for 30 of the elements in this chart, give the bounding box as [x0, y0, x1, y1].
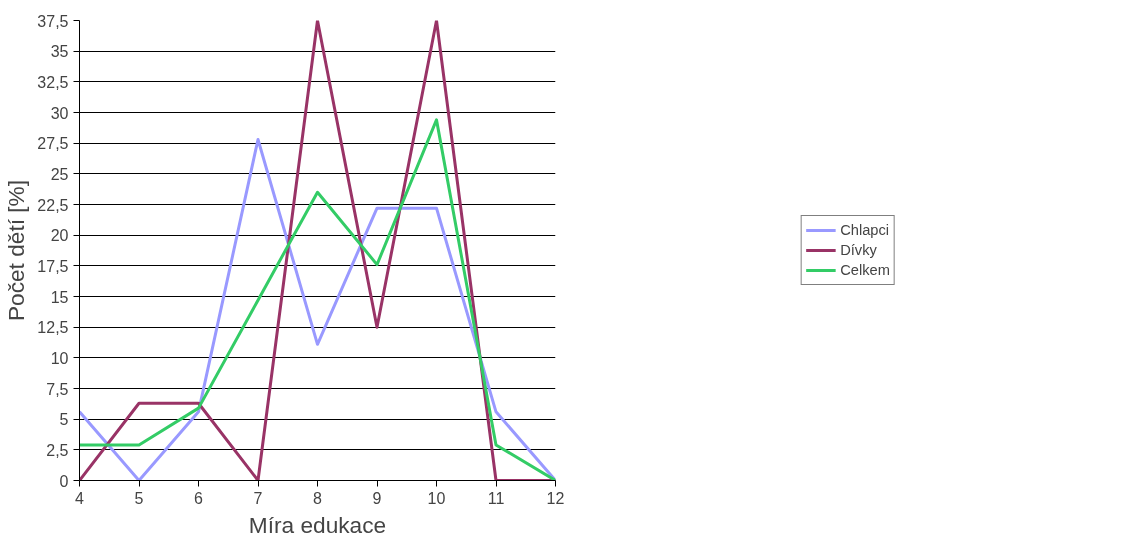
y-tick-label: 10 — [50, 349, 69, 367]
y-tick-label: 25 — [50, 165, 69, 183]
x-tick-label: 11 — [487, 489, 505, 507]
y-tick-label: 7,5 — [46, 380, 69, 398]
legend-label: Chlapci — [840, 222, 890, 238]
x-tick-label: 10 — [427, 489, 446, 507]
y-tick-label: 12,5 — [37, 319, 69, 337]
x-tick-label: 12 — [546, 489, 565, 507]
y-tick-label: 2,5 — [46, 441, 69, 459]
y-tick-label: 37,5 — [37, 12, 69, 30]
x-tick-label: 7 — [253, 489, 263, 507]
y-tick-label: 0 — [59, 472, 69, 490]
legend-label: Dívky — [840, 242, 877, 258]
y-tick-label: 20 — [50, 227, 69, 245]
x-tick-label: 5 — [134, 489, 144, 507]
y-tick-label: 27,5 — [37, 135, 69, 153]
legend-label: Celkem — [840, 262, 890, 278]
y-tick-label: 5 — [59, 411, 69, 429]
x-tick-label: 6 — [194, 489, 204, 507]
y-tick-label: 15 — [50, 288, 69, 306]
y-tick-label: 32,5 — [37, 73, 69, 91]
x-tick-label: 9 — [372, 489, 382, 507]
y-tick-label: 22,5 — [37, 196, 69, 214]
x-tick-label: 4 — [75, 489, 85, 507]
y-axis-title: Počet dětí [%] — [3, 179, 30, 322]
x-tick-label: 8 — [313, 489, 323, 507]
y-tick-label: 17,5 — [37, 257, 69, 275]
y-tick-label: 35 — [50, 43, 69, 61]
y-tick-label: 30 — [50, 104, 69, 122]
x-axis-title: Míra edukace — [248, 511, 387, 538]
